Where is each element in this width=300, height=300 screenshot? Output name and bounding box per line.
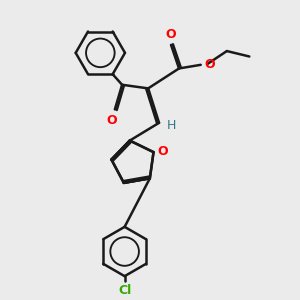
Text: O: O (157, 145, 168, 158)
Text: O: O (165, 28, 176, 41)
Text: O: O (204, 58, 214, 70)
Text: O: O (106, 114, 117, 127)
Text: H: H (167, 118, 176, 131)
Text: Cl: Cl (118, 284, 131, 297)
